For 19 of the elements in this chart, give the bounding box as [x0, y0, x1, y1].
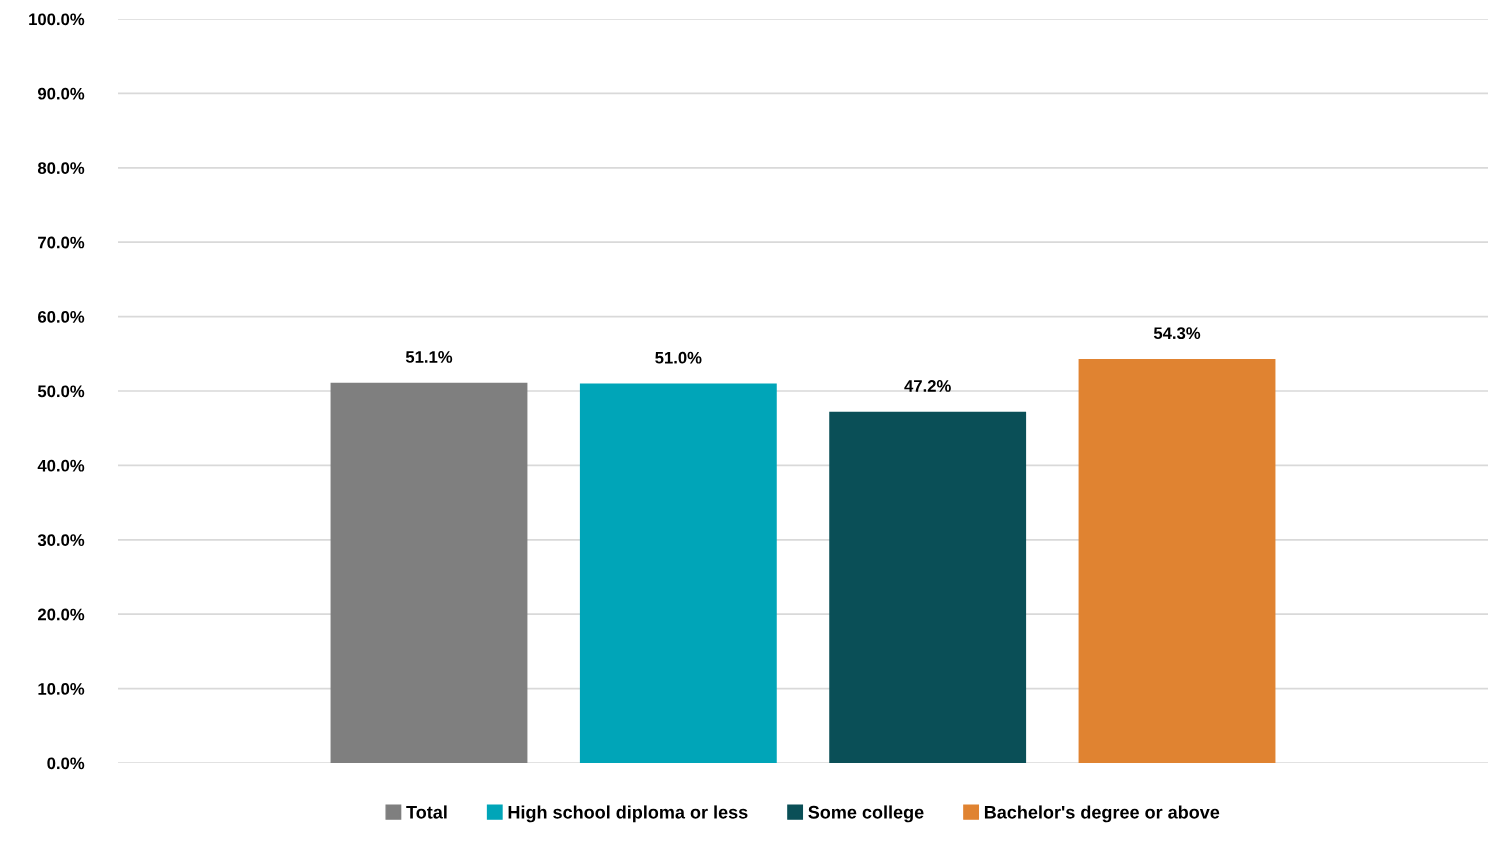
y-tick-label: 100.0%	[29, 13, 85, 26]
y-tick-label: 70.0%	[38, 236, 85, 249]
legend-label: Bachelor's degree or above	[984, 805, 1220, 823]
y-tick-label: 60.0%	[38, 311, 85, 323]
y-tick-label: 0.0%	[47, 757, 85, 770]
y-tick-label: 20.0%	[37, 608, 85, 621]
y-tick-label: 30.0%	[37, 534, 85, 547]
data-label: 54.3%	[1153, 327, 1201, 340]
legend-label: High school diploma or less	[508, 805, 748, 823]
data-label: 47.2%	[904, 380, 951, 392]
legend-label: Total	[406, 805, 447, 819]
legend-label: Some college	[808, 805, 924, 823]
y-tick-label: 50.0%	[37, 385, 85, 398]
data-label: 51.0%	[655, 351, 702, 364]
data-label: 51.1%	[405, 351, 453, 363]
y-tick-label: 80.0%	[37, 162, 85, 174]
y-tick-label: 40.0%	[37, 459, 85, 472]
y-tick-label: 10.0%	[38, 683, 85, 695]
y-tick-label: 90.0%	[37, 87, 85, 100]
